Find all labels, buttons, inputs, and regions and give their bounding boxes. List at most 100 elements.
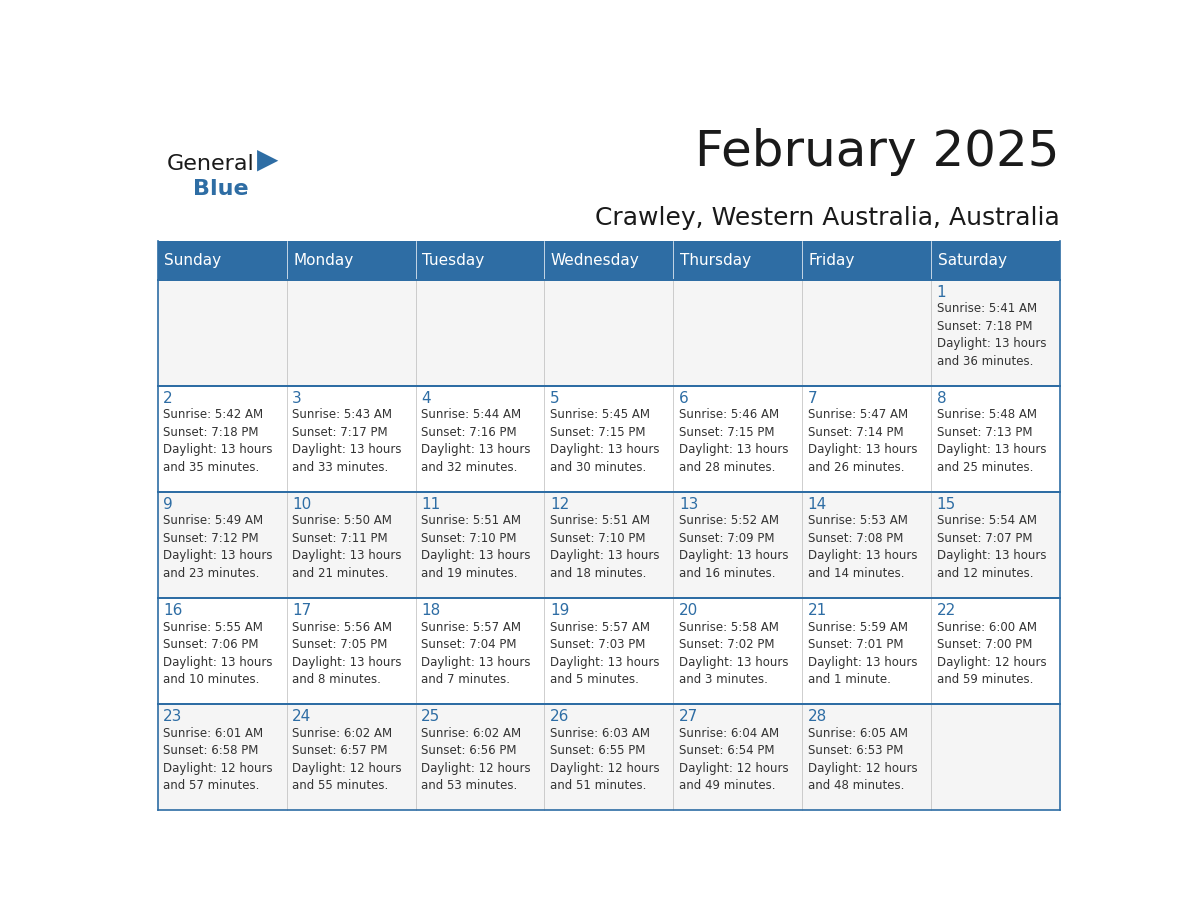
Text: Sunrise: 5:44 AM
Sunset: 7:16 PM
Daylight: 13 hours
and 32 minutes.: Sunrise: 5:44 AM Sunset: 7:16 PM Dayligh… bbox=[421, 409, 531, 474]
Bar bbox=[158, 704, 286, 810]
Bar bbox=[802, 704, 931, 810]
Bar bbox=[416, 492, 544, 598]
Text: ▶: ▶ bbox=[257, 146, 278, 174]
Bar bbox=[544, 598, 674, 704]
Text: 9: 9 bbox=[163, 497, 173, 512]
Text: 1: 1 bbox=[936, 285, 947, 300]
Bar bbox=[674, 386, 802, 492]
Text: 22: 22 bbox=[936, 603, 956, 618]
Text: 16: 16 bbox=[163, 603, 183, 618]
Text: Wednesday: Wednesday bbox=[551, 252, 639, 268]
Bar bbox=[674, 492, 802, 598]
Text: 2: 2 bbox=[163, 391, 173, 406]
Text: Sunrise: 5:49 AM
Sunset: 7:12 PM
Daylight: 13 hours
and 23 minutes.: Sunrise: 5:49 AM Sunset: 7:12 PM Dayligh… bbox=[163, 514, 273, 580]
Text: Sunrise: 5:47 AM
Sunset: 7:14 PM
Daylight: 13 hours
and 26 minutes.: Sunrise: 5:47 AM Sunset: 7:14 PM Dayligh… bbox=[808, 409, 917, 474]
Text: 10: 10 bbox=[292, 497, 311, 512]
Bar bbox=[286, 598, 416, 704]
Bar bbox=[286, 492, 416, 598]
Bar bbox=[544, 241, 674, 280]
Bar bbox=[674, 598, 802, 704]
Text: Sunrise: 6:02 AM
Sunset: 6:57 PM
Daylight: 12 hours
and 55 minutes.: Sunrise: 6:02 AM Sunset: 6:57 PM Dayligh… bbox=[292, 726, 402, 792]
Bar bbox=[544, 386, 674, 492]
Text: 17: 17 bbox=[292, 603, 311, 618]
Text: Sunrise: 5:52 AM
Sunset: 7:09 PM
Daylight: 13 hours
and 16 minutes.: Sunrise: 5:52 AM Sunset: 7:09 PM Dayligh… bbox=[678, 514, 789, 580]
Text: 28: 28 bbox=[808, 709, 827, 724]
Text: Sunrise: 6:03 AM
Sunset: 6:55 PM
Daylight: 12 hours
and 51 minutes.: Sunrise: 6:03 AM Sunset: 6:55 PM Dayligh… bbox=[550, 726, 659, 792]
Bar bbox=[416, 598, 544, 704]
Text: Sunrise: 5:41 AM
Sunset: 7:18 PM
Daylight: 13 hours
and 36 minutes.: Sunrise: 5:41 AM Sunset: 7:18 PM Dayligh… bbox=[936, 302, 1047, 368]
Text: Sunrise: 5:45 AM
Sunset: 7:15 PM
Daylight: 13 hours
and 30 minutes.: Sunrise: 5:45 AM Sunset: 7:15 PM Dayligh… bbox=[550, 409, 659, 474]
Bar bbox=[674, 241, 802, 280]
Bar bbox=[931, 280, 1060, 386]
Bar bbox=[158, 241, 286, 280]
Text: 8: 8 bbox=[936, 391, 947, 406]
Bar bbox=[544, 280, 674, 386]
Text: 23: 23 bbox=[163, 709, 183, 724]
Text: 7: 7 bbox=[808, 391, 817, 406]
Text: 11: 11 bbox=[421, 497, 441, 512]
Text: General: General bbox=[166, 154, 254, 174]
Text: Sunrise: 5:54 AM
Sunset: 7:07 PM
Daylight: 13 hours
and 12 minutes.: Sunrise: 5:54 AM Sunset: 7:07 PM Dayligh… bbox=[936, 514, 1047, 580]
Text: Sunrise: 5:53 AM
Sunset: 7:08 PM
Daylight: 13 hours
and 14 minutes.: Sunrise: 5:53 AM Sunset: 7:08 PM Dayligh… bbox=[808, 514, 917, 580]
Bar bbox=[158, 492, 286, 598]
Bar bbox=[802, 280, 931, 386]
Text: Sunrise: 5:55 AM
Sunset: 7:06 PM
Daylight: 13 hours
and 10 minutes.: Sunrise: 5:55 AM Sunset: 7:06 PM Dayligh… bbox=[163, 621, 273, 686]
Text: Sunrise: 5:59 AM
Sunset: 7:01 PM
Daylight: 13 hours
and 1 minute.: Sunrise: 5:59 AM Sunset: 7:01 PM Dayligh… bbox=[808, 621, 917, 686]
Text: Sunrise: 5:56 AM
Sunset: 7:05 PM
Daylight: 13 hours
and 8 minutes.: Sunrise: 5:56 AM Sunset: 7:05 PM Dayligh… bbox=[292, 621, 402, 686]
Bar bbox=[674, 704, 802, 810]
Text: 3: 3 bbox=[292, 391, 302, 406]
Bar bbox=[416, 280, 544, 386]
Text: Sunrise: 5:48 AM
Sunset: 7:13 PM
Daylight: 13 hours
and 25 minutes.: Sunrise: 5:48 AM Sunset: 7:13 PM Dayligh… bbox=[936, 409, 1047, 474]
Text: Thursday: Thursday bbox=[680, 252, 751, 268]
Bar bbox=[931, 704, 1060, 810]
Text: Crawley, Western Australia, Australia: Crawley, Western Australia, Australia bbox=[595, 206, 1060, 230]
Bar bbox=[674, 280, 802, 386]
Bar bbox=[286, 704, 416, 810]
Text: Sunrise: 6:00 AM
Sunset: 7:00 PM
Daylight: 12 hours
and 59 minutes.: Sunrise: 6:00 AM Sunset: 7:00 PM Dayligh… bbox=[936, 621, 1047, 686]
Bar bbox=[544, 492, 674, 598]
Bar bbox=[286, 386, 416, 492]
Text: Sunrise: 5:43 AM
Sunset: 7:17 PM
Daylight: 13 hours
and 33 minutes.: Sunrise: 5:43 AM Sunset: 7:17 PM Dayligh… bbox=[292, 409, 402, 474]
Text: 27: 27 bbox=[678, 709, 699, 724]
Text: 14: 14 bbox=[808, 497, 827, 512]
Text: 5: 5 bbox=[550, 391, 560, 406]
Text: Sunrise: 5:50 AM
Sunset: 7:11 PM
Daylight: 13 hours
and 21 minutes.: Sunrise: 5:50 AM Sunset: 7:11 PM Dayligh… bbox=[292, 514, 402, 580]
Text: Friday: Friday bbox=[809, 252, 855, 268]
Text: Sunrise: 6:02 AM
Sunset: 6:56 PM
Daylight: 12 hours
and 53 minutes.: Sunrise: 6:02 AM Sunset: 6:56 PM Dayligh… bbox=[421, 726, 531, 792]
Bar bbox=[544, 704, 674, 810]
Text: 20: 20 bbox=[678, 603, 699, 618]
Text: 18: 18 bbox=[421, 603, 441, 618]
Text: Sunrise: 5:51 AM
Sunset: 7:10 PM
Daylight: 13 hours
and 19 minutes.: Sunrise: 5:51 AM Sunset: 7:10 PM Dayligh… bbox=[421, 514, 531, 580]
Text: Sunrise: 5:58 AM
Sunset: 7:02 PM
Daylight: 13 hours
and 3 minutes.: Sunrise: 5:58 AM Sunset: 7:02 PM Dayligh… bbox=[678, 621, 789, 686]
Text: 13: 13 bbox=[678, 497, 699, 512]
Text: Tuesday: Tuesday bbox=[422, 252, 485, 268]
Bar bbox=[416, 241, 544, 280]
Text: 19: 19 bbox=[550, 603, 569, 618]
Bar bbox=[416, 704, 544, 810]
Text: Monday: Monday bbox=[293, 252, 353, 268]
Bar bbox=[931, 598, 1060, 704]
Bar bbox=[931, 492, 1060, 598]
Bar bbox=[286, 241, 416, 280]
Text: Sunrise: 6:05 AM
Sunset: 6:53 PM
Daylight: 12 hours
and 48 minutes.: Sunrise: 6:05 AM Sunset: 6:53 PM Dayligh… bbox=[808, 726, 917, 792]
Bar bbox=[158, 386, 286, 492]
Text: Sunrise: 6:04 AM
Sunset: 6:54 PM
Daylight: 12 hours
and 49 minutes.: Sunrise: 6:04 AM Sunset: 6:54 PM Dayligh… bbox=[678, 726, 789, 792]
Bar bbox=[802, 386, 931, 492]
Bar bbox=[802, 598, 931, 704]
Text: Sunrise: 5:57 AM
Sunset: 7:03 PM
Daylight: 13 hours
and 5 minutes.: Sunrise: 5:57 AM Sunset: 7:03 PM Dayligh… bbox=[550, 621, 659, 686]
Text: Sunrise: 6:01 AM
Sunset: 6:58 PM
Daylight: 12 hours
and 57 minutes.: Sunrise: 6:01 AM Sunset: 6:58 PM Dayligh… bbox=[163, 726, 273, 792]
Text: Sunday: Sunday bbox=[164, 252, 221, 268]
Bar bbox=[931, 386, 1060, 492]
Bar bbox=[286, 280, 416, 386]
Text: Saturday: Saturday bbox=[937, 252, 1006, 268]
Text: Sunrise: 5:51 AM
Sunset: 7:10 PM
Daylight: 13 hours
and 18 minutes.: Sunrise: 5:51 AM Sunset: 7:10 PM Dayligh… bbox=[550, 514, 659, 580]
Text: 4: 4 bbox=[421, 391, 431, 406]
Bar bbox=[802, 241, 931, 280]
Text: 15: 15 bbox=[936, 497, 956, 512]
Text: Sunrise: 5:42 AM
Sunset: 7:18 PM
Daylight: 13 hours
and 35 minutes.: Sunrise: 5:42 AM Sunset: 7:18 PM Dayligh… bbox=[163, 409, 273, 474]
Bar bbox=[931, 241, 1060, 280]
Text: 24: 24 bbox=[292, 709, 311, 724]
Text: Sunrise: 5:46 AM
Sunset: 7:15 PM
Daylight: 13 hours
and 28 minutes.: Sunrise: 5:46 AM Sunset: 7:15 PM Dayligh… bbox=[678, 409, 789, 474]
Bar bbox=[802, 492, 931, 598]
Text: Blue: Blue bbox=[192, 178, 248, 198]
